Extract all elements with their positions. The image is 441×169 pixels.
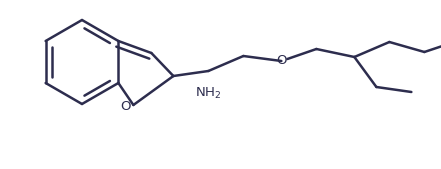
Text: O: O (276, 54, 287, 67)
Text: NH$_2$: NH$_2$ (195, 86, 221, 101)
Text: O: O (120, 101, 131, 114)
